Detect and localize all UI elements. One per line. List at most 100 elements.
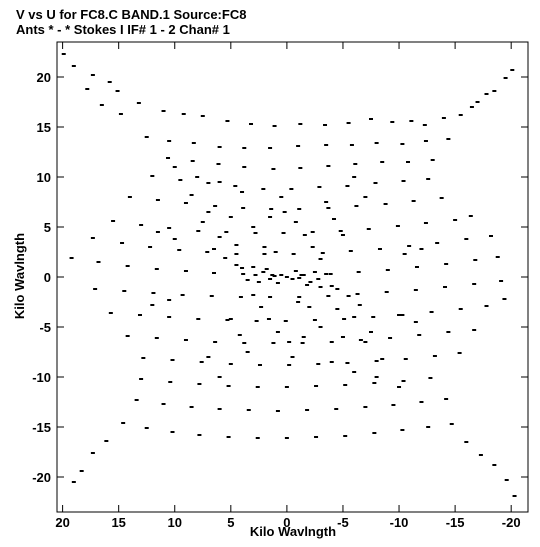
uv-point	[154, 337, 159, 339]
uv-point	[331, 218, 336, 220]
uv-point	[472, 329, 477, 331]
x-axis-ticks: 20 15 10 5 0 -5 -10 -15 -20	[55, 42, 521, 530]
uv-point	[343, 435, 348, 437]
uv-point	[301, 274, 306, 276]
uv-point	[492, 464, 497, 466]
uv-point	[144, 427, 149, 429]
uv-point	[296, 145, 301, 147]
uv-point	[390, 121, 395, 123]
uv-point	[241, 207, 246, 209]
uv-point	[439, 197, 444, 199]
uv-point	[492, 90, 497, 92]
uv-point	[223, 257, 228, 259]
uv-point	[423, 222, 428, 224]
uv-point	[181, 113, 186, 115]
uv-point	[282, 211, 287, 213]
uv-point	[338, 230, 343, 232]
uv-point	[383, 203, 388, 205]
uv-point	[334, 408, 339, 410]
uv-point	[293, 221, 298, 223]
uv-point	[213, 205, 218, 207]
uv-point	[196, 318, 201, 320]
uv-point	[371, 316, 376, 318]
uv-point	[71, 481, 76, 483]
uv-point	[366, 228, 371, 230]
uv-point	[329, 285, 334, 287]
uv-point	[335, 308, 340, 310]
uv-point	[384, 291, 389, 293]
uv-point	[90, 452, 95, 454]
uv-point	[310, 246, 315, 248]
uv-point	[358, 339, 363, 341]
uv-point	[411, 200, 416, 202]
uv-point	[419, 401, 424, 403]
uv-point	[297, 277, 302, 279]
uv-point	[305, 409, 310, 411]
uv-point	[363, 341, 368, 343]
uv-point	[305, 284, 310, 286]
uv-point	[69, 257, 74, 259]
uv-point	[504, 479, 509, 481]
uv-point	[403, 358, 408, 360]
uv-point	[170, 431, 175, 433]
uv-point	[348, 250, 353, 252]
uv-point	[380, 358, 385, 360]
uv-point	[217, 146, 222, 148]
uv-point	[172, 238, 177, 240]
uv-point	[233, 185, 238, 187]
uv-point	[99, 104, 104, 106]
uv-point	[314, 385, 319, 387]
uv-point	[170, 359, 175, 361]
uv-points	[61, 53, 517, 497]
uv-point	[118, 113, 123, 115]
uv-point	[148, 246, 153, 248]
uv-point	[423, 140, 428, 142]
uv-point	[458, 308, 463, 310]
uv-point	[453, 219, 458, 221]
x-tick-label: 10	[168, 515, 182, 530]
uv-point	[253, 232, 258, 234]
uv-point	[225, 120, 230, 122]
uv-point	[468, 215, 473, 217]
uv-point	[245, 351, 250, 353]
uv-point	[242, 166, 247, 168]
uv-point	[226, 385, 231, 387]
uv-point	[268, 296, 273, 298]
uv-point	[257, 364, 262, 366]
uv-point	[183, 202, 188, 204]
uv-point	[270, 274, 275, 276]
uv-point	[144, 136, 149, 138]
uv-point	[297, 208, 302, 210]
uv-point	[290, 356, 295, 358]
uv-point	[406, 161, 411, 163]
uv-point	[329, 341, 334, 343]
uv-point	[510, 69, 515, 71]
uv-point	[266, 318, 271, 320]
uv-point	[400, 429, 405, 431]
uv-point	[355, 293, 360, 295]
uv-point	[199, 361, 204, 363]
x-tick-label: 20	[55, 515, 69, 530]
uv-point	[85, 88, 90, 90]
x-tick-label: 0	[283, 515, 290, 530]
uv-point	[200, 115, 205, 117]
uv-point	[253, 274, 258, 276]
uv-point	[191, 142, 196, 144]
uv-point	[301, 336, 306, 338]
uv-point	[205, 251, 210, 253]
uv-point	[432, 355, 437, 357]
uv-point	[357, 304, 362, 306]
uv-point	[488, 235, 493, 237]
uv-point	[197, 383, 202, 385]
uv-point	[177, 249, 182, 251]
uv-point	[242, 147, 247, 149]
uv-point	[275, 331, 280, 333]
uv-point	[312, 271, 317, 273]
uv-point	[137, 314, 142, 316]
uv-point	[136, 102, 141, 104]
uv-point	[284, 386, 289, 388]
uv-point	[150, 304, 155, 306]
uv-point	[346, 122, 351, 124]
uv-point	[226, 436, 231, 438]
uv-point	[121, 422, 126, 424]
